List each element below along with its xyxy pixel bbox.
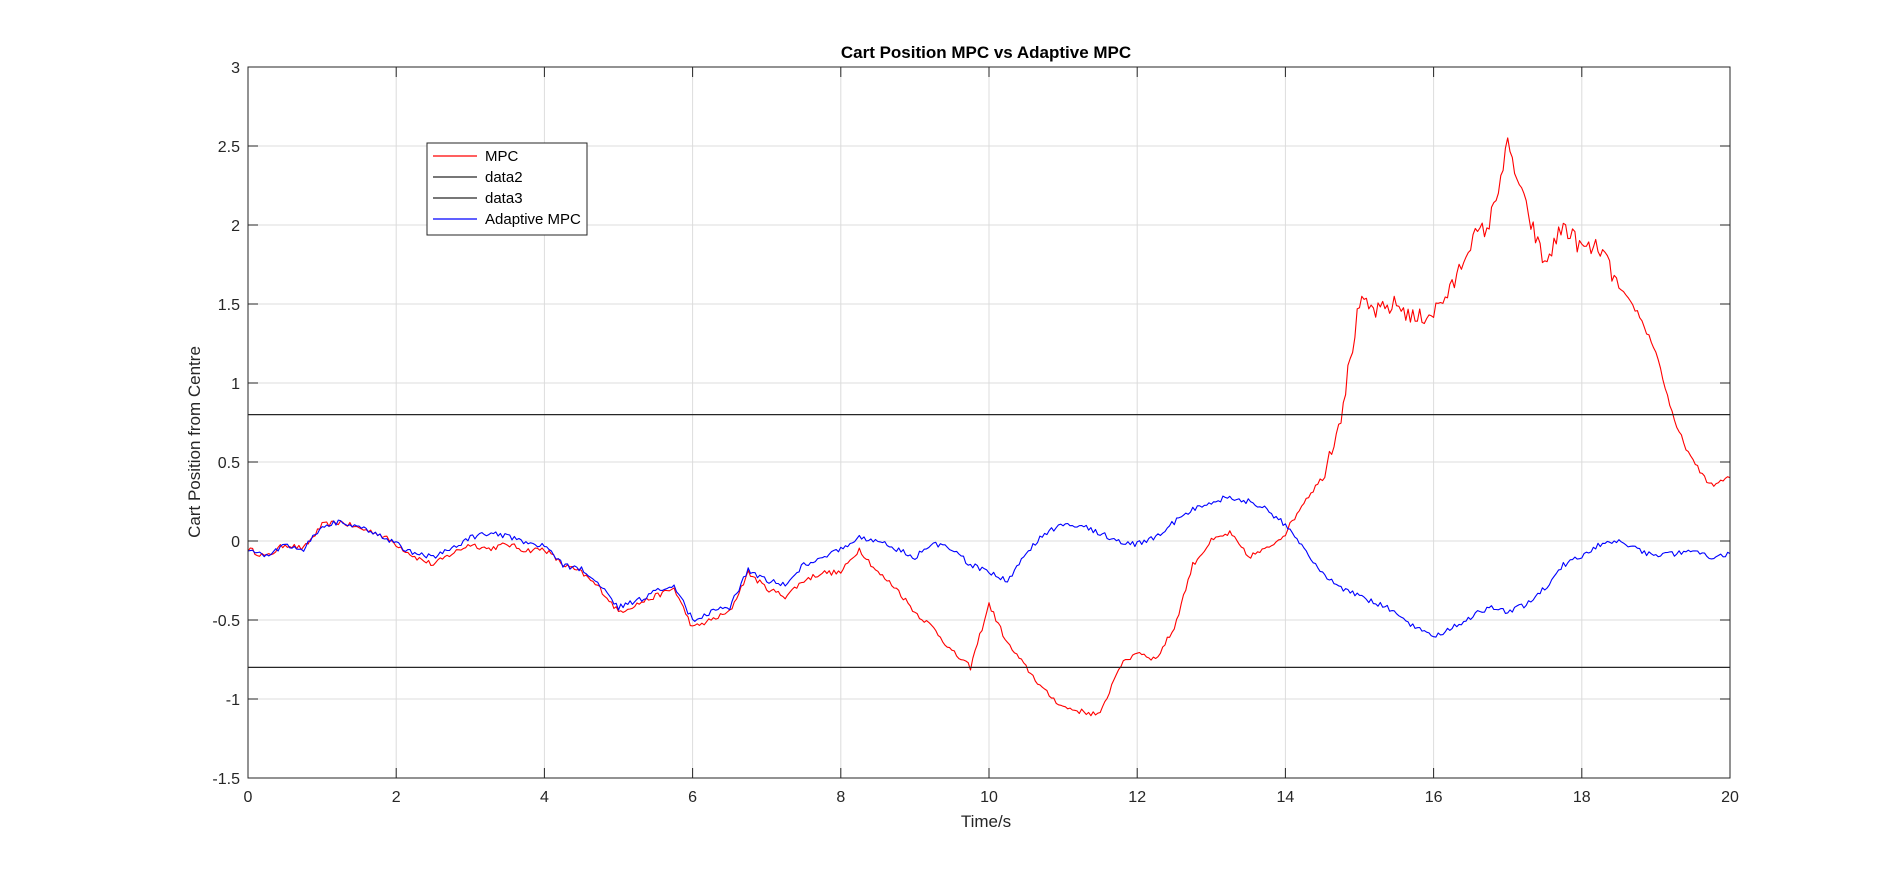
x-tick-label: 2: [392, 789, 401, 806]
x-tick-labels: 0 2 4 6 8 10 12 14 16 18 20: [244, 789, 1739, 806]
x-tick-label: 8: [836, 789, 845, 806]
y-tick-label: -1.5: [212, 771, 240, 788]
legend-box: [426, 142, 588, 236]
y-tick-label: 2.5: [218, 139, 240, 156]
x-tick-label: 4: [540, 789, 549, 806]
y-tick-label: -0.5: [212, 613, 240, 630]
y-tick-label: 1.5: [218, 297, 240, 314]
y-axis-label: Cart Position from Centre: [185, 346, 204, 538]
y-tick-labels: 3 2.5 2 1.5 1 0.5 0 -0.5 -1 -1.5: [212, 60, 240, 788]
x-tick-label: 12: [1128, 789, 1146, 806]
chart-title: Cart Position MPC vs Adaptive MPC: [841, 43, 1131, 62]
legend-entry-label[interactable]: data3: [485, 190, 523, 207]
legend-entry-label[interactable]: data2: [485, 169, 523, 186]
x-tick-label: 18: [1573, 789, 1591, 806]
plot-area-frame: [247, 66, 1731, 779]
y-tick-label: -1: [226, 692, 240, 709]
y-tick-label: 1: [231, 376, 240, 393]
series-line-0: [247, 137, 1731, 717]
legend-entry-label[interactable]: MPC: [485, 148, 519, 165]
plot-series: [247, 137, 1731, 717]
x-tick-label: 10: [980, 789, 998, 806]
series-line-3: [247, 495, 1731, 638]
y-tick-label: 2: [231, 218, 240, 235]
x-tick-label: 20: [1721, 789, 1739, 806]
x-tick-label: 16: [1425, 789, 1443, 806]
legend-entry-label[interactable]: Adaptive MPC: [485, 211, 581, 228]
x-tick-label: 6: [688, 789, 697, 806]
y-tick-label: 0.5: [218, 455, 240, 472]
y-tick-label: 0: [231, 534, 240, 551]
x-axis-label: Time/s: [961, 812, 1011, 831]
y-tick-label: 3: [231, 60, 240, 77]
legend[interactable]: MPC data2 data3 Adaptive MPC: [426, 142, 588, 236]
x-tick-label: 14: [1277, 789, 1295, 806]
x-tick-label: 0: [244, 789, 253, 806]
